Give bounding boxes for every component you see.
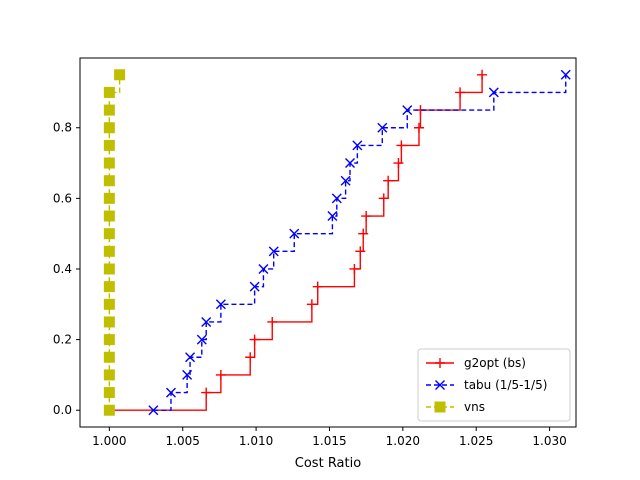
series-point (185, 352, 196, 363)
series-point (165, 387, 176, 398)
series-point (402, 105, 413, 116)
legend-label: vns (464, 400, 485, 414)
series-point (267, 316, 278, 327)
series-point (345, 158, 356, 169)
y-tick-label: 0.6 (53, 191, 72, 205)
series-point (488, 87, 499, 98)
series-point (340, 175, 351, 186)
series-point (396, 140, 407, 151)
series-point (103, 157, 115, 169)
series-point (306, 299, 317, 310)
series-point (349, 263, 360, 274)
series-point (103, 281, 115, 293)
legend-label: tabu (1/5-1/5) (464, 378, 547, 392)
series-point (103, 369, 115, 381)
series-point (378, 193, 389, 204)
series-point (352, 140, 363, 151)
x-tick-label: 1.000 (92, 434, 126, 448)
series-point (312, 281, 323, 292)
series-point (560, 69, 571, 80)
y-tick-label: 0.4 (53, 262, 72, 276)
series-point (103, 263, 115, 275)
x-tick-label: 1.020 (386, 434, 420, 448)
plot-frame (79, 57, 577, 428)
series-point (201, 387, 212, 398)
series-point (393, 158, 404, 169)
series-point (249, 334, 260, 345)
series-point (215, 369, 226, 380)
x-tick-label: 1.015 (312, 434, 346, 448)
legend-marker (435, 380, 445, 390)
series-point (103, 228, 115, 240)
series-point (455, 87, 466, 98)
series-point (103, 298, 115, 310)
series-point (361, 211, 372, 222)
series-point (289, 228, 300, 239)
x-tick-label: 1.030 (532, 434, 566, 448)
series-point (355, 246, 366, 257)
series-point (201, 316, 212, 327)
legend-marker (435, 358, 445, 368)
series-tabu-1-5-1-5- (148, 69, 571, 416)
x-tick-label: 1.025 (459, 434, 493, 448)
series-point (148, 405, 159, 416)
y-tick-label: 0.8 (53, 121, 72, 135)
series-point (103, 387, 115, 399)
series-point (103, 139, 115, 151)
x-axis-label: Cost Ratio (295, 456, 361, 471)
series-point (413, 122, 424, 133)
series-point (268, 246, 279, 257)
series-line (153, 74, 567, 411)
series-point (249, 281, 260, 292)
legend: g2opt (bs) tabu (1/5-1/5) vns (417, 348, 571, 422)
x-axis: 1.000 1.005 1.010 1.015 1.020 1.025 1.030 (92, 427, 567, 448)
series-point (103, 104, 115, 116)
series-point (103, 351, 115, 363)
series-point (103, 210, 115, 222)
x-tick-label: 1.005 (166, 434, 200, 448)
legend-box (417, 348, 571, 422)
series-point (258, 263, 269, 274)
series-point (358, 228, 369, 239)
series-point (103, 245, 115, 257)
series-point (114, 69, 126, 81)
y-tick-label: 0.2 (53, 333, 72, 347)
plot-series (103, 69, 571, 416)
series-point (103, 122, 115, 134)
y-tick-label: 0.0 (53, 403, 72, 417)
series-vns (103, 69, 126, 416)
series-point (331, 193, 342, 204)
series-point (477, 69, 488, 80)
y-axis: 0.0 0.2 0.4 0.6 0.8 (53, 121, 80, 417)
series-point (182, 369, 193, 380)
series-point (103, 404, 115, 416)
series-point (103, 316, 115, 328)
series-point (103, 86, 115, 98)
x-tick-label: 1.010 (239, 434, 273, 448)
legend-label: g2opt (bs) (464, 356, 526, 370)
series-point (383, 175, 394, 186)
series-point (103, 175, 115, 187)
series-point (103, 192, 115, 204)
series-point (377, 122, 388, 133)
series-point (327, 211, 338, 222)
series-point (215, 299, 226, 310)
series-point (196, 334, 207, 345)
legend-marker (434, 401, 446, 413)
series-point (103, 334, 115, 346)
series-point (245, 352, 256, 363)
